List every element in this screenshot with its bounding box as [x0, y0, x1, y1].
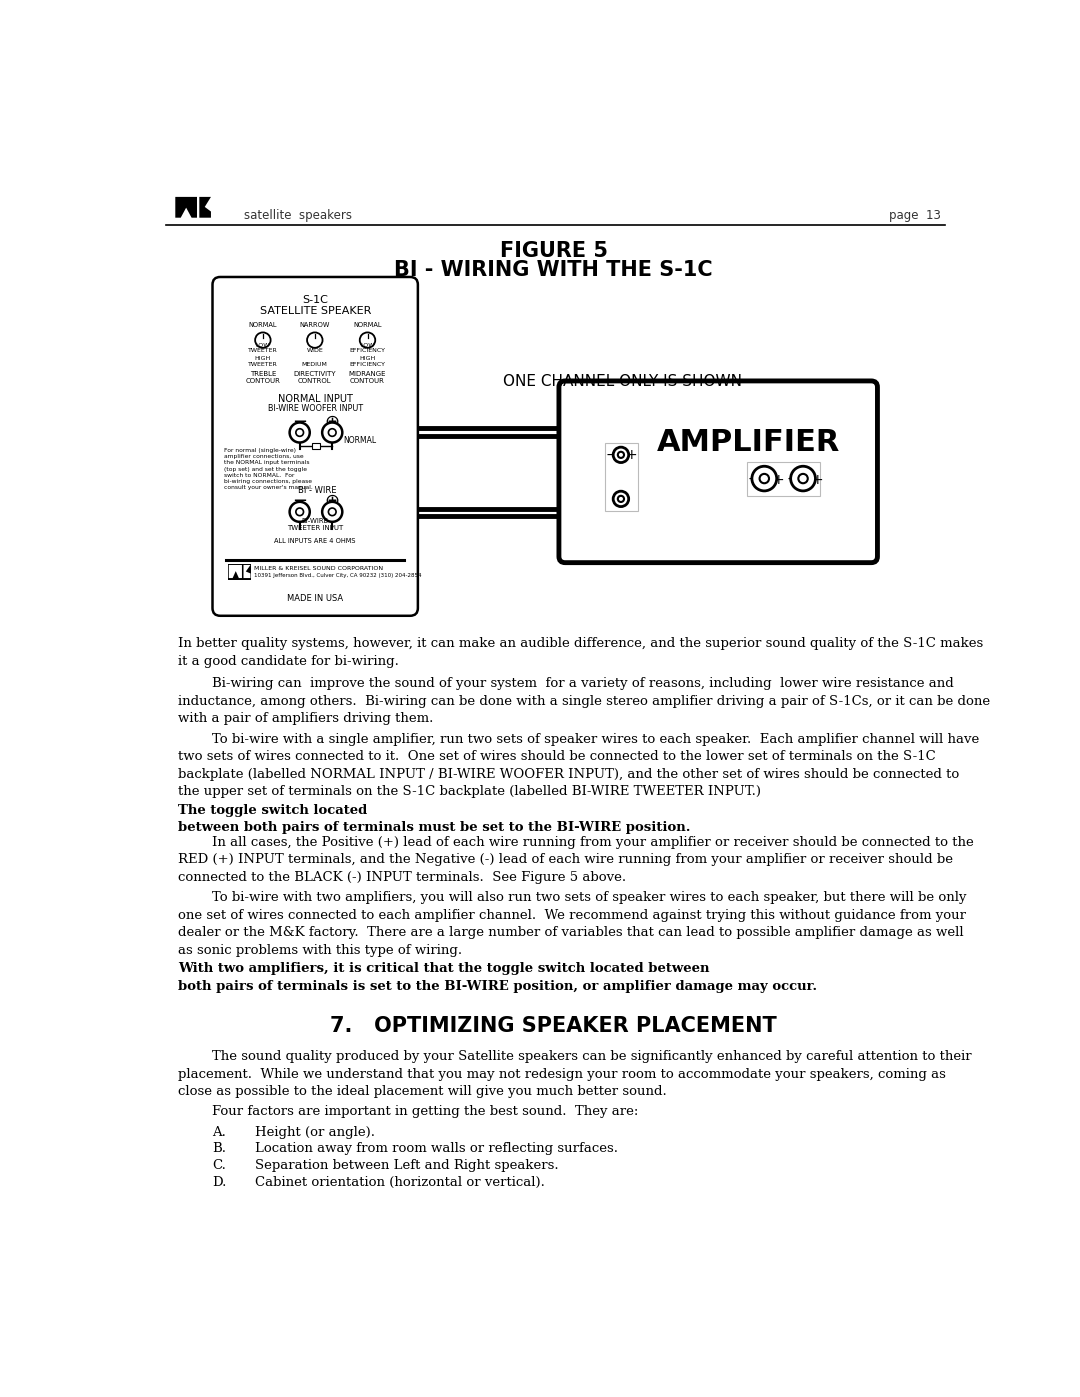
Text: −: − [605, 448, 617, 462]
Text: SATELLITE SPEAKER: SATELLITE SPEAKER [259, 306, 370, 316]
Text: −: − [292, 412, 307, 430]
Text: A.: A. [213, 1126, 227, 1139]
Text: +: + [811, 474, 823, 488]
Bar [312, 443, 320, 450]
Text: To bi-wire with a single amplifier, run two sets of speaker wires to each speake: To bi-wire with a single amplifier, run … [177, 733, 978, 798]
Text: In better quality systems, however, it can make an audible difference, and the s: In better quality systems, however, it c… [177, 637, 983, 668]
Text: The toggle switch located
between both pairs of terminals must be set to the BI-: The toggle switch located between both p… [177, 803, 690, 834]
Text: S-1C: S-1C [302, 295, 328, 305]
Text: D.: D. [213, 1176, 227, 1189]
Text: C.: C. [213, 1160, 227, 1172]
Text: Four factors are important in getting the best sound.  They are:: Four factors are important in getting th… [177, 1105, 638, 1119]
Circle shape [360, 332, 375, 348]
Text: HIGH
EFFICIENCY: HIGH EFFICIENCY [350, 356, 386, 366]
FancyBboxPatch shape [559, 381, 877, 563]
Polygon shape [175, 197, 197, 218]
Text: Bi-wiring can  improve the sound of your system  for a variety of reasons, inclu: Bi-wiring can improve the sound of your … [177, 678, 989, 725]
FancyBboxPatch shape [213, 277, 418, 616]
Text: WIDE: WIDE [307, 348, 323, 353]
Circle shape [618, 496, 624, 502]
Text: With two amplifiers, it is critical that the toggle switch located between
both : With two amplifiers, it is critical that… [177, 963, 816, 993]
Circle shape [289, 502, 310, 522]
Text: −: − [786, 472, 798, 486]
Circle shape [322, 422, 342, 443]
Circle shape [328, 429, 336, 436]
Text: BI-WIRE
TWEETER INPUT: BI-WIRE TWEETER INPUT [287, 518, 343, 531]
Text: For normal (single-wire)
amplifier connections, use
the NORMAL input terminals
(: For normal (single-wire) amplifier conne… [225, 448, 313, 490]
Text: Location away from room walls or reflecting surfaces.: Location away from room walls or reflect… [255, 1143, 618, 1155]
Text: 7.   OPTIMIZING SPEAKER PLACEMENT: 7. OPTIMIZING SPEAKER PLACEMENT [330, 1016, 777, 1037]
Text: LOW
EFFICIENCY: LOW EFFICIENCY [350, 342, 386, 353]
Text: LOW
TWEETER: LOW TWEETER [248, 342, 278, 353]
Text: ALL INPUTS ARE 4 OHMS: ALL INPUTS ARE 4 OHMS [274, 538, 356, 545]
Text: NORMAL: NORMAL [343, 436, 376, 444]
Circle shape [752, 467, 777, 490]
Circle shape [618, 451, 624, 458]
Polygon shape [229, 564, 242, 578]
Text: B.: B. [213, 1143, 227, 1155]
Text: 10391 Jefferson Blvd., Culver City, CA 90232 (310) 204-2854: 10391 Jefferson Blvd., Culver City, CA 9… [255, 573, 422, 578]
Polygon shape [243, 564, 251, 578]
Circle shape [328, 509, 336, 515]
Text: ⊕: ⊕ [325, 492, 340, 510]
Circle shape [296, 429, 303, 436]
Text: Separation between Left and Right speakers.: Separation between Left and Right speake… [255, 1160, 558, 1172]
Polygon shape [200, 197, 211, 218]
Circle shape [296, 509, 303, 515]
Text: AMPLIFIER: AMPLIFIER [657, 429, 840, 457]
Text: BI-WIRE WOOFER INPUT: BI-WIRE WOOFER INPUT [268, 404, 363, 414]
Bar [606, 443, 638, 511]
Text: ONE CHANNEL ONLY IS SHOWN: ONE CHANNEL ONLY IS SHOWN [503, 374, 742, 390]
Text: Cabinet orientation (horizontal or vertical).: Cabinet orientation (horizontal or verti… [255, 1176, 545, 1189]
Text: MILLER & KREISEL SOUND CORPORATION: MILLER & KREISEL SOUND CORPORATION [255, 566, 383, 570]
Circle shape [322, 502, 342, 522]
Text: FIGURE 5: FIGURE 5 [499, 240, 607, 261]
Text: BI - WIRING WITH THE S-1C: BI - WIRING WITH THE S-1C [394, 260, 713, 279]
Text: NARROW: NARROW [299, 323, 330, 328]
Text: MIDRANGE
CONTOUR: MIDRANGE CONTOUR [349, 372, 387, 384]
Text: TREBLE
CONTOUR: TREBLE CONTOUR [245, 372, 281, 384]
Text: MEDIUM: MEDIUM [302, 362, 327, 366]
Text: To bi-wire with two amplifiers, you will also run two sets of speaker wires to e: To bi-wire with two amplifiers, you will… [177, 891, 967, 957]
Circle shape [798, 474, 808, 483]
Circle shape [255, 332, 271, 348]
Text: NORMAL: NORMAL [353, 323, 381, 328]
Text: NORMAL: NORMAL [248, 323, 278, 328]
Text: The sound quality produced by your Satellite speakers can be significantly enhan: The sound quality produced by your Satel… [177, 1051, 971, 1098]
Text: MADE IN USA: MADE IN USA [287, 594, 343, 604]
Circle shape [307, 332, 323, 348]
Circle shape [759, 474, 769, 483]
Bar [228, 564, 252, 580]
Circle shape [613, 492, 629, 507]
Text: +: + [625, 448, 637, 462]
Text: ⊕: ⊕ [325, 412, 340, 430]
Text: DIRECTIVITY
CONTROL: DIRECTIVITY CONTROL [294, 372, 336, 384]
Text: page  13: page 13 [889, 210, 941, 222]
Circle shape [791, 467, 815, 490]
Text: NORMAL INPUT: NORMAL INPUT [278, 394, 353, 404]
Text: +: + [772, 474, 784, 488]
Text: satellite  speakers: satellite speakers [243, 210, 351, 222]
Text: BI - WIRE: BI - WIRE [298, 486, 337, 495]
Bar [747, 461, 820, 496]
Text: Height (or angle).: Height (or angle). [255, 1126, 375, 1139]
Text: In all cases, the Positive (+) lead of each wire running from your amplifier or : In all cases, the Positive (+) lead of e… [177, 835, 973, 884]
Text: −: − [747, 472, 759, 486]
Circle shape [613, 447, 629, 462]
Text: HIGH
TWEETER: HIGH TWEETER [248, 356, 278, 366]
Circle shape [289, 422, 310, 443]
Text: −: − [292, 492, 307, 510]
